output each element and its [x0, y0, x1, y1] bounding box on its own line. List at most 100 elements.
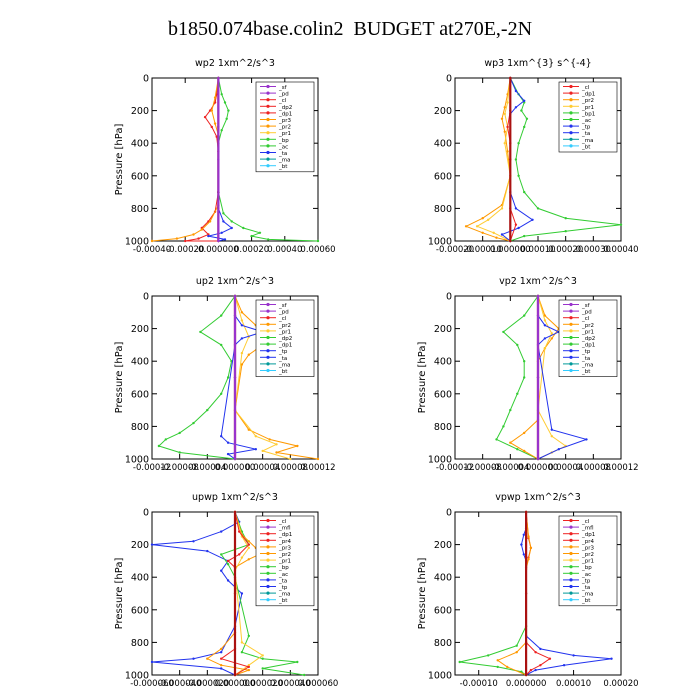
data-point [529, 668, 533, 672]
legend-marker [569, 571, 573, 575]
legend-marker [266, 302, 270, 307]
legend-marker [569, 117, 573, 122]
data-point [500, 207, 504, 210]
data-point [506, 150, 509, 153]
data-point [557, 448, 560, 451]
data-point [238, 553, 241, 556]
data-point [247, 664, 250, 667]
data-point [539, 647, 542, 651]
legend-marker [266, 584, 270, 589]
y-tick-label: 1000 [428, 237, 452, 248]
data-point [240, 324, 244, 327]
legend-marker [266, 164, 270, 168]
data-point [523, 125, 526, 129]
data-point [523, 99, 526, 103]
data-point [226, 441, 230, 444]
data-point [496, 665, 499, 669]
data-point [585, 438, 588, 441]
data-point [516, 343, 519, 347]
data-point [523, 376, 526, 379]
chart-panel-5: upwp 1xm^2/s^3 Pressure [hPa] 0 200 400 600 80… [114, 492, 338, 689]
legend-entry: _bt [278, 369, 288, 375]
data-point [534, 651, 537, 654]
legend-marker [569, 342, 573, 346]
data-point [515, 644, 518, 647]
data-point [226, 559, 230, 563]
y-axis-label: Pressure [hPa] [114, 558, 125, 630]
legend-marker [569, 144, 573, 148]
legend-entry: _pr1 [278, 131, 291, 137]
legend-marker [569, 111, 573, 115]
legend-entry: _ma [278, 592, 290, 598]
legend-entry: _sf [278, 303, 288, 309]
y-tick-label: 1000 [428, 671, 452, 682]
legend-entry: _cl [278, 316, 287, 322]
data-point [506, 125, 509, 129]
y-tick-label: 600 [434, 605, 452, 616]
data-point [458, 660, 461, 664]
legend-entry: _bp [581, 565, 592, 571]
y-tick-label: 400 [434, 139, 452, 150]
data-point [213, 96, 217, 99]
data-point [536, 294, 540, 298]
y-tick-label: 800 [434, 638, 452, 649]
data-point [199, 330, 202, 334]
data-point [233, 592, 237, 595]
x-tick-label: 0.00020 [234, 245, 269, 255]
data-point [206, 657, 209, 660]
legend-entry: _pr1 [581, 559, 594, 565]
data-point [217, 239, 220, 243]
data-point [514, 89, 518, 93]
legend-entry: _pr4 [581, 539, 595, 545]
data-point [503, 106, 506, 109]
legend-marker [266, 532, 270, 536]
chart-panel-1: wp2 1xm^2/s^3 Pressure [hPa] 0 200 400 600 800… [114, 58, 336, 255]
legend-marker [266, 362, 270, 366]
data-point [240, 319, 244, 322]
data-point [514, 158, 518, 161]
legend-entry: _ac [278, 572, 288, 578]
legend-marker [266, 91, 270, 95]
data-point [233, 510, 237, 514]
legend-entry: _bt [581, 369, 591, 375]
data-point [220, 129, 223, 132]
legend-box [558, 81, 618, 153]
data-point [562, 664, 566, 667]
data-point [550, 332, 553, 335]
legend-entry: _tp [581, 125, 591, 131]
data-point [550, 428, 553, 431]
legend-entry: _bp [278, 565, 289, 571]
data-point [247, 540, 250, 543]
data-point [200, 228, 203, 231]
data-point [522, 553, 525, 556]
data-point [523, 449, 526, 453]
data-point [527, 558, 530, 561]
data-point [503, 130, 506, 133]
x-tick-label: -0.00010 [460, 679, 498, 689]
y-axis-label: Pressure [hPa] [114, 342, 125, 414]
legend-marker [266, 571, 270, 575]
legend-marker [569, 532, 573, 536]
data-point [247, 353, 250, 356]
y-tick-label: 200 [131, 540, 149, 551]
chart-title: wp3 1xm^{3} s^{-4} [484, 58, 591, 69]
y-tick-label: 200 [434, 324, 452, 335]
y-tick-label: 200 [434, 540, 452, 551]
data-point [275, 451, 278, 454]
data-point [150, 543, 154, 546]
data-point [240, 337, 244, 340]
data-point [261, 657, 264, 660]
data-point [517, 174, 520, 177]
legend-entry: _ma [581, 362, 593, 368]
x-tick-label: -0.00040 [133, 245, 171, 255]
plot-frame [454, 511, 622, 676]
legend-entry: _pr3 [278, 118, 292, 124]
data-point [220, 343, 223, 347]
legend-marker [266, 335, 270, 340]
legend-marker [569, 368, 573, 373]
x-tick-label: 0.00030 [576, 245, 611, 255]
x-tick-label: -0.00010 [464, 245, 502, 255]
data-point [515, 651, 518, 654]
data-point [275, 443, 278, 446]
